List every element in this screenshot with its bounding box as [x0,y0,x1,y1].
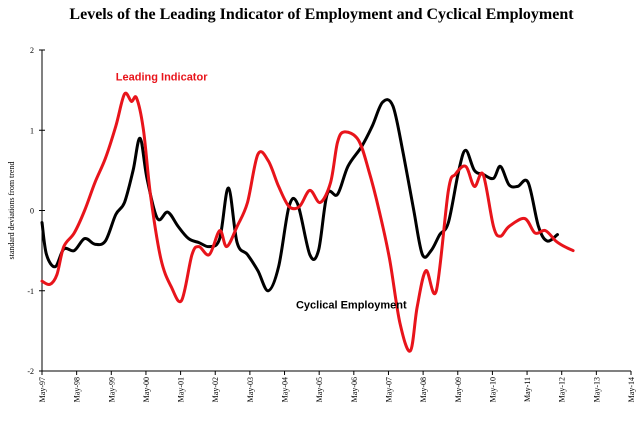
series-line-cyclical-employment [40,98,559,293]
leading-indicator-label: Leading Indicator [116,71,208,83]
x-tick-label: May-04 [281,377,290,402]
x-tick-label: May-10 [488,377,497,402]
x-tick-label: May-01 [177,377,186,402]
x-tick-label: May-11 [523,377,532,402]
x-tick-label: May-08 [419,377,428,402]
y-tick-label: 1 [30,126,34,135]
x-tick-label: May-02 [211,377,220,402]
y-tick-label: -1 [27,287,34,296]
x-tick-label: May-99 [107,377,116,402]
series-line-leading-indicator [40,91,575,353]
x-tick-label: May-09 [454,377,463,402]
x-tick-label: May-14 [627,377,636,402]
x-tick-label: May-07 [384,377,393,402]
x-tick-label: May-00 [142,377,151,402]
y-tick-label: -2 [27,367,34,376]
chart-title: Levels of the Leading Indicator of Emplo… [69,6,574,23]
x-tick-label: May-12 [558,377,567,402]
x-tick-label: May-13 [592,377,601,402]
x-tick-label: May-98 [73,377,82,402]
x-tick-label: May-06 [350,377,359,402]
y-tick-label: 0 [30,207,34,216]
x-tick-label: May-05 [315,377,324,402]
y-tick-label: 2 [30,46,34,55]
x-tick-label: May-97 [38,377,47,402]
cyclical-employment-label: Cyclical Employment [296,299,407,311]
x-tick-label: May-03 [246,377,255,402]
y-axis-label: standard deviations from trend [7,162,16,260]
